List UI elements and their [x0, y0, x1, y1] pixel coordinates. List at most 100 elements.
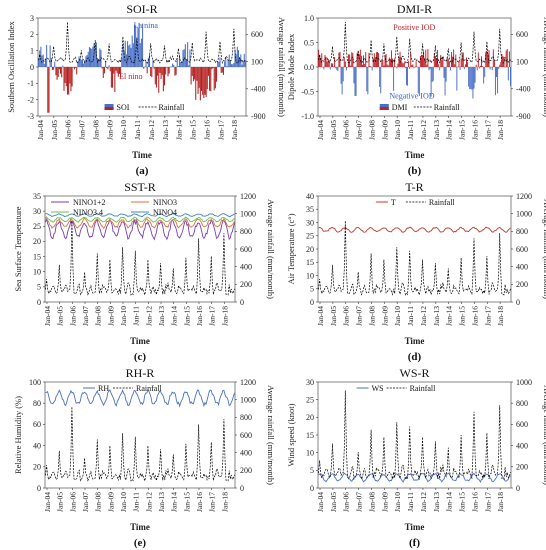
soi-bar	[241, 64, 243, 67]
soi-bar	[154, 67, 156, 85]
soi-bar	[105, 61, 107, 67]
x-tick-label: Jan-10	[393, 120, 402, 140]
panel-label: (a)	[136, 165, 149, 177]
x-tick-label: Jan-12	[144, 306, 153, 326]
x-tick-label: Jan-10	[119, 306, 128, 326]
dmi-bar	[413, 67, 415, 69]
soi-bar	[92, 46, 94, 67]
soi-bar	[237, 50, 240, 67]
soi-bar	[53, 67, 55, 70]
soi-bar	[137, 27, 139, 67]
x-tick-label: Jan-08	[94, 492, 103, 512]
y-tick-label: 35	[33, 192, 41, 201]
x-tick-label: Jan-05	[56, 492, 65, 512]
y-tick-label: 20	[306, 245, 314, 254]
soi-bar	[136, 37, 138, 67]
soi-bar	[205, 67, 207, 98]
dmi-bar	[343, 56, 345, 67]
x-tick-label: Jan-06	[68, 492, 77, 512]
dmi-bar	[404, 67, 406, 69]
x-tick-label: Jan-04	[43, 306, 52, 326]
y2-tick-label: 1200	[240, 192, 256, 201]
chart-title: T-R	[405, 180, 423, 194]
soi-bar	[107, 67, 109, 70]
y-tick-label: 20	[33, 463, 41, 472]
y2-tick-label: 0	[240, 298, 244, 307]
y-tick-label: 25	[306, 395, 314, 404]
x-tick-label: Jan-14	[445, 120, 454, 140]
x-tick-label: Jan-11	[406, 120, 415, 140]
x-tick-label: Jan-14	[175, 120, 184, 140]
soi-bar	[170, 66, 172, 68]
soi-bar	[164, 67, 166, 86]
legend: NINO1+2 NINO3 NINO3.4 NINO4	[51, 198, 177, 217]
legend-label: T	[391, 198, 396, 207]
soi-bar	[69, 67, 71, 84]
soi-bar	[217, 62, 219, 67]
x-axis-label: Time	[130, 522, 150, 532]
soi-bar	[39, 50, 41, 67]
dmi-bar	[352, 53, 354, 67]
x-tick-label: Jan-17	[483, 306, 492, 326]
soi-bar	[49, 45, 51, 67]
dmi-bar	[407, 67, 409, 86]
series-line-nino34	[45, 216, 235, 223]
soi-bar	[229, 60, 231, 67]
soi-bar	[177, 66, 179, 67]
dmi-bar	[364, 63, 366, 67]
dmi-bar	[468, 67, 470, 87]
y-tick-label: 15	[306, 431, 314, 440]
dmi-bar	[440, 54, 442, 67]
dmi-bar	[331, 63, 333, 67]
soi-bar	[225, 56, 227, 67]
soi-bar	[133, 24, 136, 68]
soi-bar	[159, 67, 161, 73]
dmi-bar	[333, 66, 335, 68]
dmi-bar	[371, 67, 373, 71]
x-tick-label: Jan-13	[157, 306, 166, 326]
y2-axis-label: Average rainfall (mm/month)	[542, 17, 546, 117]
soi-bar	[43, 63, 45, 67]
x-tick-label: Jan-09	[380, 120, 389, 140]
dmi-bar	[442, 57, 444, 67]
dmi-bar	[508, 51, 510, 67]
soi-bar	[243, 53, 245, 67]
dmi-bar	[451, 52, 452, 67]
x-tick-label: Jan-16	[470, 120, 479, 140]
x-axis-label: Time	[130, 336, 150, 346]
soi-bar	[180, 62, 182, 67]
soi-bar	[211, 67, 213, 70]
y2-tick-label: 400	[516, 262, 528, 271]
soi-bar	[112, 67, 114, 88]
dmi-bar	[347, 67, 348, 68]
soi-bar	[210, 67, 212, 92]
dmi-bar	[471, 67, 473, 90]
y-tick-label: 10	[306, 271, 314, 280]
dmi-bar	[366, 67, 368, 92]
dmi-bar	[488, 50, 490, 67]
x-tick-label: Jan-15	[189, 120, 198, 140]
y-tick-label: 15	[306, 258, 314, 267]
legend-swatch	[379, 107, 389, 110]
y2-tick-label: 0	[516, 298, 520, 307]
dmi-bar	[319, 55, 321, 67]
x-tick-label: Jan-07	[355, 492, 364, 512]
dmi-bar	[396, 67, 398, 69]
soi-bar	[199, 67, 201, 101]
y2-tick-label: 200	[516, 463, 528, 472]
x-tick-label: Jan-16	[470, 306, 479, 326]
soi-bar	[110, 67, 112, 88]
soi-bar	[55, 67, 57, 76]
dmi-bar	[380, 67, 382, 94]
soi-bar	[122, 45, 124, 67]
y2-tick-label: 100	[251, 57, 263, 66]
x-tick-label: Jan-09	[106, 306, 115, 326]
legend-label: Rainfall	[159, 103, 186, 112]
x-tick-label: Jan-05	[50, 120, 59, 140]
dmi-bar	[374, 57, 376, 67]
legend-label: NINO3	[153, 198, 177, 207]
soi-bar	[47, 67, 49, 113]
soi-bar	[242, 60, 244, 67]
legend-label: Rainfall	[429, 198, 456, 207]
soi-bar	[152, 60, 154, 67]
